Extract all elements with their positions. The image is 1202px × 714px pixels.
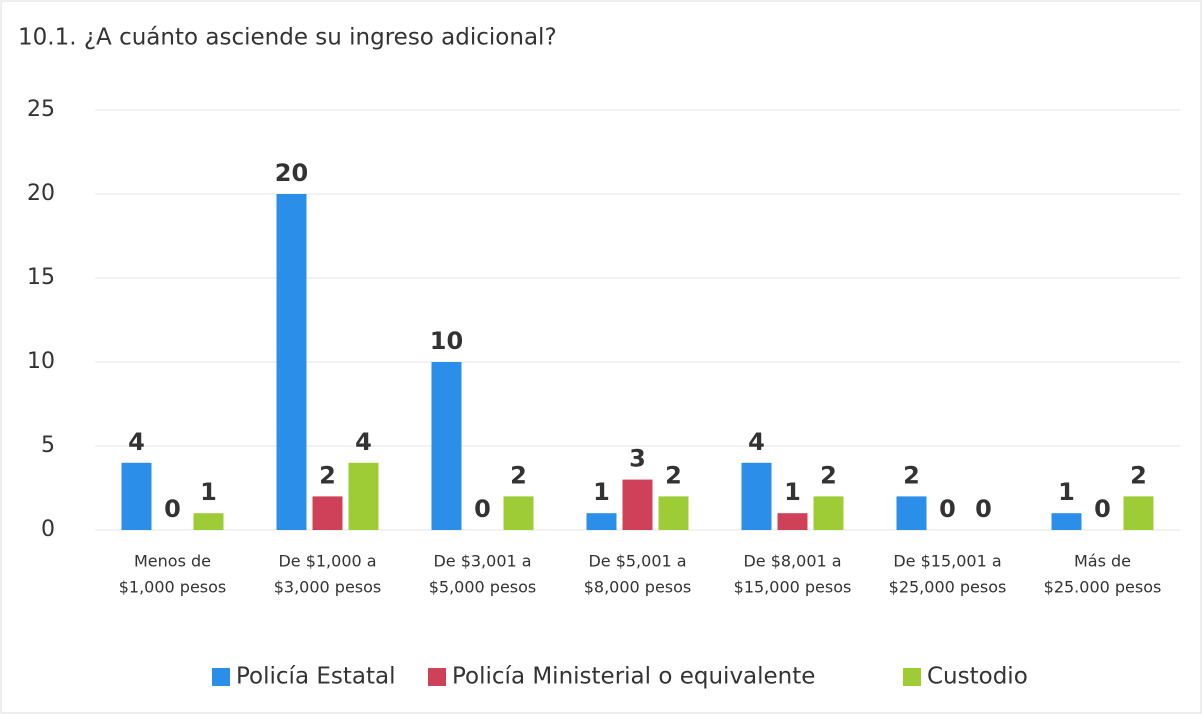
legend-label: Custodio xyxy=(927,664,1028,690)
data-label: 1 xyxy=(1058,478,1075,506)
legend-swatch xyxy=(428,668,446,686)
data-label: 0 xyxy=(939,495,956,523)
data-label: 2 xyxy=(903,461,920,489)
legend-label: Policía Ministerial o equivalente xyxy=(452,664,815,690)
bar xyxy=(1051,513,1082,530)
x-tick-label: De $8,001 a xyxy=(743,552,841,571)
x-tick-label: $25,000 pesos xyxy=(889,578,1007,597)
data-label: 0 xyxy=(474,495,491,523)
bar xyxy=(503,496,534,530)
data-label: 2 xyxy=(319,461,336,489)
legend-label: Policía Estatal xyxy=(236,664,395,690)
bar xyxy=(348,462,379,530)
data-label: 4 xyxy=(748,428,765,456)
bar xyxy=(658,496,689,530)
data-label: 0 xyxy=(164,495,181,523)
data-label: 1 xyxy=(200,478,217,506)
data-label: 2 xyxy=(820,461,837,489)
bar xyxy=(777,513,808,530)
y-tick-label: 20 xyxy=(27,181,55,206)
x-tick-label: $15,000 pesos xyxy=(734,578,852,597)
bar xyxy=(121,462,152,530)
data-label: 1 xyxy=(784,478,801,506)
y-tick-label: 25 xyxy=(27,97,55,122)
x-tick-label: $8,000 pesos xyxy=(584,578,692,597)
x-tick-label: Más de xyxy=(1074,552,1131,571)
data-label: 2 xyxy=(510,461,527,489)
bar xyxy=(586,513,617,530)
x-tick-label: $1,000 pesos xyxy=(119,578,227,597)
data-label: 20 xyxy=(275,159,308,187)
y-tick-label: 10 xyxy=(27,349,55,374)
y-tick-label: 5 xyxy=(41,433,55,458)
y-tick-label: 15 xyxy=(27,265,55,290)
bar xyxy=(896,496,927,530)
data-label: 2 xyxy=(1130,461,1147,489)
legend-swatch xyxy=(903,668,921,686)
bar xyxy=(276,194,307,530)
data-label: 4 xyxy=(355,428,372,456)
data-label: 3 xyxy=(629,445,646,473)
x-tick-label: De $3,001 a xyxy=(433,552,531,571)
x-tick-label: De $1,000 a xyxy=(278,552,376,571)
bar xyxy=(312,496,343,530)
bar xyxy=(813,496,844,530)
x-tick-label: $5,000 pesos xyxy=(429,578,537,597)
data-label: 10 xyxy=(430,327,463,355)
bar xyxy=(193,513,224,530)
bar xyxy=(431,362,462,530)
x-tick-label: De $15,001 a xyxy=(893,552,1001,571)
legend-swatch xyxy=(212,668,230,686)
bar xyxy=(1123,496,1154,530)
x-tick-label: $25.000 pesos xyxy=(1044,578,1162,597)
data-label: 0 xyxy=(975,495,992,523)
data-label: 2 xyxy=(665,461,682,489)
bar xyxy=(741,462,772,530)
bar xyxy=(622,479,653,530)
data-label: 4 xyxy=(128,428,145,456)
data-label: 0 xyxy=(1094,495,1111,523)
data-label: 1 xyxy=(593,478,610,506)
x-tick-label: De $5,001 a xyxy=(588,552,686,571)
y-tick-label: 0 xyxy=(41,517,55,542)
x-tick-label: $3,000 pesos xyxy=(274,578,382,597)
chart-title: 10.1. ¿A cuánto asciende su ingreso adic… xyxy=(18,25,557,51)
x-tick-label: Menos de xyxy=(134,552,211,571)
